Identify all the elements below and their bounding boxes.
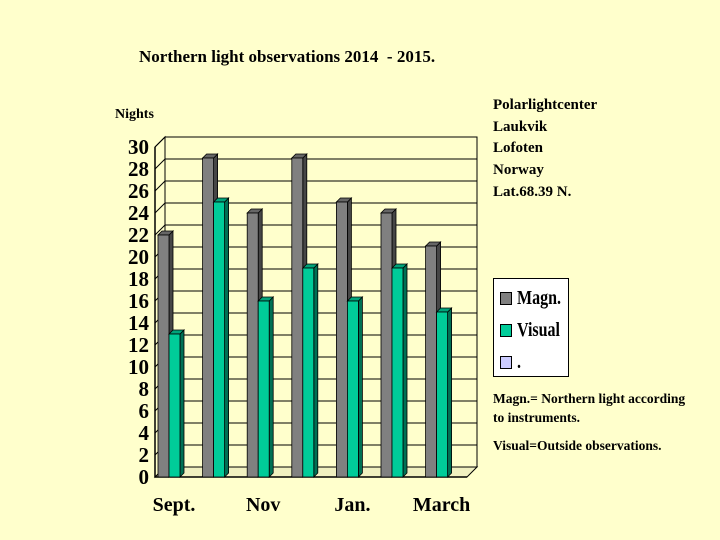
legend-label-visual: Visual (517, 319, 560, 341)
info-line: Norway (493, 162, 544, 179)
info-line: Polarlightcenter (493, 97, 598, 113)
gridline (154, 136, 477, 148)
legend-item-third: . (500, 352, 522, 372)
legend-swatch-third (500, 355, 512, 369)
bar-visual (302, 267, 315, 478)
bar-visual-side (447, 307, 453, 478)
bar-magn (380, 212, 393, 478)
bar-magn (202, 157, 215, 478)
chart-legend: Magn. Visual . (493, 278, 569, 377)
bar-magn (335, 201, 348, 478)
bar-magn (157, 234, 170, 478)
legend-label-third: . (517, 351, 521, 373)
bar-visual (257, 300, 270, 478)
y-tick-label: 28 (128, 157, 149, 181)
legend-swatch-visual (500, 323, 512, 337)
y-tick-label: 30 (128, 135, 149, 159)
y-tick-label: 4 (139, 421, 150, 445)
gridline (154, 158, 477, 170)
y-axis-label: Nights (115, 107, 154, 122)
y-tick-label: 24 (128, 201, 150, 225)
bar-visual-side (179, 329, 185, 478)
station-info: Polarlightcenter Laukvik Lofoten Norway … (493, 95, 597, 204)
note-visual: Visual=Outside observations. (493, 438, 662, 453)
bar-visual-side (357, 296, 363, 478)
info-line: Lat.68.39 N. (493, 183, 572, 200)
y-tick-label: 26 (128, 179, 149, 203)
bar-visual (346, 300, 359, 478)
y-tick-label: 8 (139, 377, 150, 401)
y-tick-label: 22 (128, 223, 149, 247)
y-tick-label: 12 (128, 333, 149, 357)
y-tick-label: 16 (128, 289, 149, 313)
y-tick-label: 2 (139, 443, 150, 467)
info-line: Laukvik (493, 118, 548, 135)
legend-label-magn: Magn. (517, 287, 561, 309)
legend-item-magn: Magn. (500, 288, 572, 308)
bar-visual-side (313, 263, 319, 478)
bar-magn (246, 212, 259, 478)
chart-title: Northern light observations 2014 - 2015. (139, 47, 436, 66)
x-tick-label: Jan. (334, 494, 370, 516)
bar-visual-side (268, 296, 274, 478)
x-tick-label: March (413, 494, 470, 516)
bar-visual-side (224, 197, 230, 478)
bar-visual (436, 311, 449, 478)
y-tick-label: 6 (139, 399, 150, 423)
y-tick-label: 0 (139, 465, 150, 489)
legend-item-visual: Visual (500, 320, 571, 340)
bar-visual (213, 201, 226, 478)
gridline (154, 180, 477, 192)
x-tick-label: Nov (246, 494, 280, 516)
gridline (154, 202, 477, 214)
y-tick-label: 14 (128, 311, 150, 335)
bar-visual-side (402, 263, 408, 478)
x-tick-label: Sept. (153, 494, 196, 516)
info-line: Lofoten (493, 140, 543, 157)
bar-magn (291, 157, 304, 478)
bar-visual (168, 333, 181, 478)
y-tick-label: 18 (128, 267, 149, 291)
bar-magn (425, 245, 438, 478)
gridline (154, 224, 477, 236)
legend-swatch-magn (500, 291, 512, 305)
y-tick-label: 20 (128, 245, 149, 269)
bar-visual (391, 267, 404, 478)
y-tick-label: 10 (128, 355, 149, 379)
note-magn: Magn.= Northern light according to instr… (493, 391, 686, 425)
